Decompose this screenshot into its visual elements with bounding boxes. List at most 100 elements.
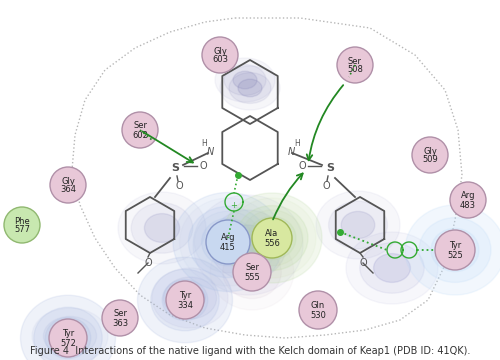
Circle shape [299, 291, 337, 329]
Text: +: + [230, 201, 237, 210]
Circle shape [50, 167, 86, 203]
Ellipse shape [222, 246, 282, 298]
Text: Ser: Ser [348, 57, 362, 66]
Text: 577: 577 [14, 225, 30, 234]
Ellipse shape [419, 217, 491, 282]
Ellipse shape [173, 193, 283, 292]
Text: 603: 603 [212, 55, 228, 64]
Text: 483: 483 [460, 201, 476, 210]
Ellipse shape [431, 228, 479, 271]
Ellipse shape [138, 257, 232, 343]
Text: Arg: Arg [221, 234, 236, 243]
Text: 525: 525 [447, 251, 463, 260]
Ellipse shape [175, 286, 205, 310]
Text: Ser: Ser [113, 310, 127, 319]
Text: 364: 364 [60, 185, 76, 194]
Text: N: N [288, 147, 294, 157]
Text: O: O [298, 161, 306, 171]
Text: Ala: Ala [266, 230, 278, 238]
Circle shape [102, 300, 138, 336]
Text: Arg: Arg [461, 192, 475, 201]
Ellipse shape [254, 222, 290, 254]
Ellipse shape [152, 268, 228, 328]
Text: O: O [199, 161, 207, 171]
Text: Tyr: Tyr [62, 329, 74, 338]
Ellipse shape [226, 225, 270, 265]
Text: 508: 508 [347, 66, 363, 75]
Text: Gln: Gln [311, 302, 325, 310]
Ellipse shape [164, 277, 216, 319]
Text: S: S [171, 163, 179, 173]
Ellipse shape [118, 192, 206, 264]
Circle shape [4, 207, 40, 243]
Ellipse shape [236, 257, 268, 287]
Circle shape [122, 112, 158, 148]
Ellipse shape [220, 66, 280, 110]
Text: Ser: Ser [245, 264, 259, 273]
Circle shape [202, 37, 238, 73]
Ellipse shape [34, 307, 102, 360]
Text: Tyr: Tyr [449, 242, 461, 251]
Ellipse shape [222, 193, 322, 283]
Ellipse shape [233, 71, 257, 89]
Ellipse shape [374, 253, 410, 282]
Text: 530: 530 [310, 310, 326, 320]
Ellipse shape [215, 58, 275, 102]
Circle shape [435, 230, 475, 270]
Ellipse shape [151, 269, 219, 331]
Text: N: N [206, 147, 214, 157]
Circle shape [450, 182, 486, 218]
Text: Phe: Phe [14, 216, 30, 225]
Text: 415: 415 [220, 243, 236, 252]
Ellipse shape [202, 218, 254, 266]
Ellipse shape [162, 279, 208, 320]
Ellipse shape [238, 79, 262, 97]
Text: 555: 555 [244, 273, 260, 282]
Ellipse shape [360, 243, 424, 293]
Ellipse shape [241, 210, 303, 266]
Text: Figure 4  Interactions of the native ligand with the Kelch domain of Keap1 (PDB : Figure 4 Interactions of the native liga… [30, 346, 470, 356]
Text: 556: 556 [264, 238, 280, 248]
Circle shape [252, 218, 292, 258]
Ellipse shape [248, 216, 296, 260]
Ellipse shape [55, 325, 85, 347]
Ellipse shape [229, 73, 271, 103]
Ellipse shape [210, 210, 286, 280]
Circle shape [206, 220, 250, 264]
Ellipse shape [32, 308, 108, 360]
Text: Tyr: Tyr [179, 292, 191, 301]
Circle shape [166, 281, 204, 319]
Text: H: H [201, 139, 207, 148]
Text: O: O [175, 181, 183, 191]
Ellipse shape [144, 213, 180, 242]
Circle shape [337, 47, 373, 83]
Text: S: S [326, 163, 334, 173]
Text: 509: 509 [422, 156, 438, 165]
Ellipse shape [346, 232, 438, 304]
Ellipse shape [208, 224, 248, 260]
Text: Gly: Gly [61, 176, 75, 185]
Ellipse shape [341, 211, 375, 239]
Circle shape [233, 253, 271, 291]
Circle shape [49, 319, 87, 357]
Text: O: O [144, 258, 152, 268]
Ellipse shape [188, 206, 268, 278]
Text: 572: 572 [60, 338, 76, 347]
Ellipse shape [131, 203, 193, 253]
Text: Gly: Gly [423, 147, 437, 156]
Ellipse shape [316, 191, 400, 259]
Ellipse shape [236, 206, 308, 270]
Text: 363: 363 [112, 319, 128, 328]
Ellipse shape [44, 316, 96, 356]
Ellipse shape [328, 201, 388, 249]
Ellipse shape [20, 295, 116, 360]
Text: O: O [359, 258, 367, 268]
Ellipse shape [45, 318, 91, 359]
Circle shape [412, 137, 448, 173]
Ellipse shape [405, 205, 500, 295]
Text: H: H [294, 139, 300, 148]
Text: 334: 334 [177, 301, 193, 310]
Text: 602: 602 [132, 130, 148, 139]
Ellipse shape [193, 195, 303, 295]
Ellipse shape [194, 211, 262, 273]
